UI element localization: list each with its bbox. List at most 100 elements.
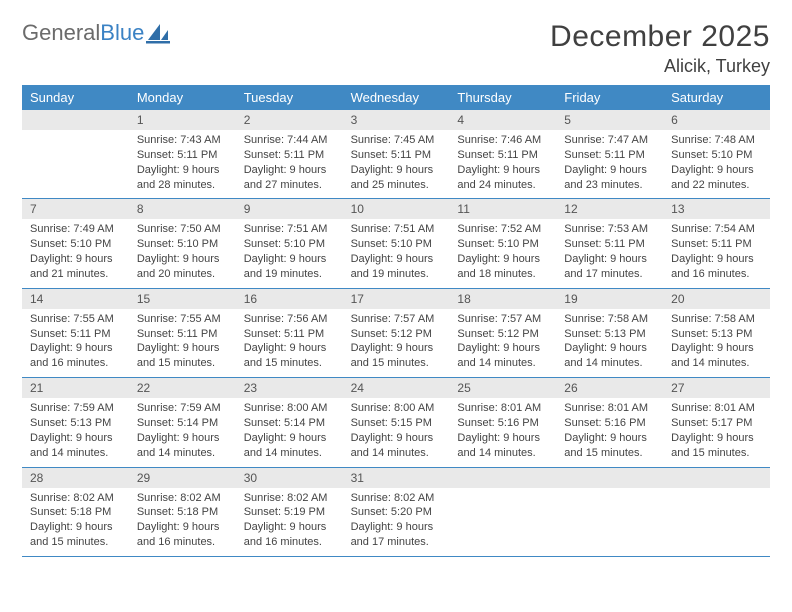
day-number: 27 <box>663 378 770 398</box>
cell-line: Daylight: 9 hours and 21 minutes. <box>30 252 121 282</box>
calendar-cell: 3Sunrise: 7:45 AMSunset: 5:11 PMDaylight… <box>343 110 450 198</box>
calendar-cell: 13Sunrise: 7:54 AMSunset: 5:11 PMDayligh… <box>663 199 770 287</box>
cell-line: Daylight: 9 hours and 17 minutes. <box>351 520 442 550</box>
cell-body: Sunrise: 7:51 AMSunset: 5:10 PMDaylight:… <box>236 219 343 287</box>
cell-line: Sunset: 5:10 PM <box>671 148 762 163</box>
cell-line: Sunset: 5:11 PM <box>564 237 655 252</box>
day-number: 28 <box>22 468 129 488</box>
cell-line: Sunrise: 7:54 AM <box>671 222 762 237</box>
day-number: 14 <box>22 289 129 309</box>
cell-body: Sunrise: 8:02 AMSunset: 5:18 PMDaylight:… <box>22 488 129 556</box>
calendar-cell: 23Sunrise: 8:00 AMSunset: 5:14 PMDayligh… <box>236 378 343 466</box>
cell-line: Daylight: 9 hours and 20 minutes. <box>137 252 228 282</box>
cell-body: Sunrise: 7:49 AMSunset: 5:10 PMDaylight:… <box>22 219 129 287</box>
cell-line: Sunrise: 7:53 AM <box>564 222 655 237</box>
week-row: 14Sunrise: 7:55 AMSunset: 5:11 PMDayligh… <box>22 289 770 378</box>
cell-line: Sunset: 5:16 PM <box>457 416 548 431</box>
calendar-cell: 21Sunrise: 7:59 AMSunset: 5:13 PMDayligh… <box>22 378 129 466</box>
day-number: 20 <box>663 289 770 309</box>
brand-text: GeneralBlue <box>22 20 144 46</box>
cell-line: Sunset: 5:14 PM <box>244 416 335 431</box>
calendar-cell: 28Sunrise: 8:02 AMSunset: 5:18 PMDayligh… <box>22 468 129 556</box>
day-number: 16 <box>236 289 343 309</box>
cell-line: Daylight: 9 hours and 15 minutes. <box>30 520 121 550</box>
cell-body: Sunrise: 8:00 AMSunset: 5:15 PMDaylight:… <box>343 398 450 466</box>
cell-line: Sunrise: 8:01 AM <box>671 401 762 416</box>
calendar-cell: 6Sunrise: 7:48 AMSunset: 5:10 PMDaylight… <box>663 110 770 198</box>
header-row: GeneralBlue December 2025 Alicik, Turkey <box>22 20 770 77</box>
cell-line: Daylight: 9 hours and 16 minutes. <box>137 520 228 550</box>
day-header: Monday <box>129 85 236 110</box>
cell-body: Sunrise: 8:02 AMSunset: 5:19 PMDaylight:… <box>236 488 343 556</box>
day-number: 30 <box>236 468 343 488</box>
cell-body: Sunrise: 7:52 AMSunset: 5:10 PMDaylight:… <box>449 219 556 287</box>
calendar-cell: 20Sunrise: 7:58 AMSunset: 5:13 PMDayligh… <box>663 289 770 377</box>
day-number: 6 <box>663 110 770 130</box>
month-title: December 2025 <box>550 20 770 54</box>
cell-body: Sunrise: 7:55 AMSunset: 5:11 PMDaylight:… <box>129 309 236 377</box>
cell-line: Daylight: 9 hours and 14 minutes. <box>244 431 335 461</box>
cell-body: Sunrise: 7:59 AMSunset: 5:13 PMDaylight:… <box>22 398 129 466</box>
cell-line: Daylight: 9 hours and 14 minutes. <box>351 431 442 461</box>
cell-body: Sunrise: 8:02 AMSunset: 5:20 PMDaylight:… <box>343 488 450 556</box>
day-number <box>22 110 129 130</box>
day-number: 24 <box>343 378 450 398</box>
cell-line: Sunrise: 8:02 AM <box>137 491 228 506</box>
calendar-cell: 31Sunrise: 8:02 AMSunset: 5:20 PMDayligh… <box>343 468 450 556</box>
calendar-cell: 11Sunrise: 7:52 AMSunset: 5:10 PMDayligh… <box>449 199 556 287</box>
cell-line: Sunrise: 7:55 AM <box>137 312 228 327</box>
calendar-cell: 7Sunrise: 7:49 AMSunset: 5:10 PMDaylight… <box>22 199 129 287</box>
cell-line: Sunset: 5:16 PM <box>564 416 655 431</box>
cell-body: Sunrise: 7:46 AMSunset: 5:11 PMDaylight:… <box>449 130 556 198</box>
cell-line: Sunset: 5:11 PM <box>564 148 655 163</box>
cell-line: Daylight: 9 hours and 27 minutes. <box>244 163 335 193</box>
cell-line: Sunset: 5:11 PM <box>671 237 762 252</box>
cell-body: Sunrise: 7:44 AMSunset: 5:11 PMDaylight:… <box>236 130 343 198</box>
cell-line: Daylight: 9 hours and 19 minutes. <box>244 252 335 282</box>
day-number: 11 <box>449 199 556 219</box>
day-header: Thursday <box>449 85 556 110</box>
cell-line: Sunset: 5:10 PM <box>457 237 548 252</box>
cell-line: Daylight: 9 hours and 22 minutes. <box>671 163 762 193</box>
cell-body: Sunrise: 7:56 AMSunset: 5:11 PMDaylight:… <box>236 309 343 377</box>
cell-line: Sunrise: 7:59 AM <box>137 401 228 416</box>
cell-line: Sunset: 5:10 PM <box>137 237 228 252</box>
cell-line: Sunset: 5:10 PM <box>244 237 335 252</box>
calendar-cell: 24Sunrise: 8:00 AMSunset: 5:15 PMDayligh… <box>343 378 450 466</box>
cell-line: Sunset: 5:11 PM <box>351 148 442 163</box>
calendar-cell <box>663 468 770 556</box>
day-number: 5 <box>556 110 663 130</box>
cell-body: Sunrise: 7:51 AMSunset: 5:10 PMDaylight:… <box>343 219 450 287</box>
cell-line: Sunset: 5:11 PM <box>244 327 335 342</box>
cell-line: Sunset: 5:19 PM <box>244 505 335 520</box>
calendar-cell <box>556 468 663 556</box>
cell-line: Sunset: 5:13 PM <box>30 416 121 431</box>
cell-line: Daylight: 9 hours and 15 minutes. <box>244 341 335 371</box>
calendar-cell: 16Sunrise: 7:56 AMSunset: 5:11 PMDayligh… <box>236 289 343 377</box>
calendar-cell: 1Sunrise: 7:43 AMSunset: 5:11 PMDaylight… <box>129 110 236 198</box>
calendar-cell: 19Sunrise: 7:58 AMSunset: 5:13 PMDayligh… <box>556 289 663 377</box>
day-header: Sunday <box>22 85 129 110</box>
cell-line: Sunset: 5:17 PM <box>671 416 762 431</box>
cell-line: Sunrise: 8:02 AM <box>30 491 121 506</box>
cell-line: Daylight: 9 hours and 16 minutes. <box>244 520 335 550</box>
cell-line: Daylight: 9 hours and 16 minutes. <box>30 341 121 371</box>
day-number: 4 <box>449 110 556 130</box>
calendar-cell: 8Sunrise: 7:50 AMSunset: 5:10 PMDaylight… <box>129 199 236 287</box>
cell-body: Sunrise: 7:58 AMSunset: 5:13 PMDaylight:… <box>663 309 770 377</box>
day-number: 21 <box>22 378 129 398</box>
calendar-cell: 2Sunrise: 7:44 AMSunset: 5:11 PMDaylight… <box>236 110 343 198</box>
cell-line: Daylight: 9 hours and 15 minutes. <box>137 341 228 371</box>
cell-line: Sunrise: 8:02 AM <box>351 491 442 506</box>
day-number: 29 <box>129 468 236 488</box>
cell-line: Sunset: 5:10 PM <box>351 237 442 252</box>
cell-body <box>22 130 129 139</box>
day-header: Wednesday <box>343 85 450 110</box>
cell-body: Sunrise: 7:59 AMSunset: 5:14 PMDaylight:… <box>129 398 236 466</box>
calendar-cell: 25Sunrise: 8:01 AMSunset: 5:16 PMDayligh… <box>449 378 556 466</box>
sail-icon <box>146 22 172 44</box>
cell-line: Daylight: 9 hours and 14 minutes. <box>671 341 762 371</box>
calendar-cell: 12Sunrise: 7:53 AMSunset: 5:11 PMDayligh… <box>556 199 663 287</box>
day-header: Tuesday <box>236 85 343 110</box>
calendar-cell: 29Sunrise: 8:02 AMSunset: 5:18 PMDayligh… <box>129 468 236 556</box>
